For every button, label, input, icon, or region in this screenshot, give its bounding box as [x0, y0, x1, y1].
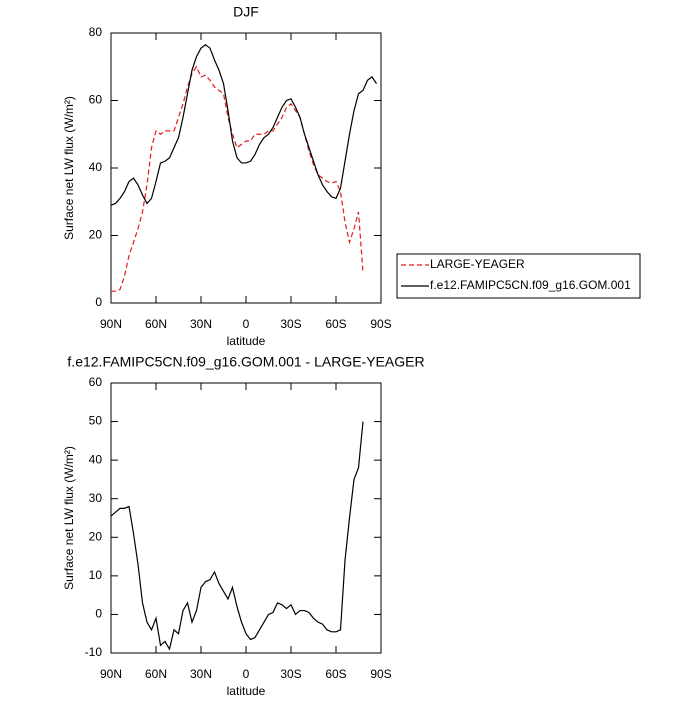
- x-tick-label: 60S: [325, 667, 346, 681]
- x-tick-label: 60N: [145, 317, 167, 331]
- chart-title: f.e12.FAMIPC5CN.f09_g16.GOM.001 - LARGE-…: [67, 354, 424, 370]
- x-tick-label: 0: [243, 317, 250, 331]
- x-tick-label: 60N: [145, 667, 167, 681]
- y-tick-label: 10: [89, 568, 103, 582]
- x-tick-label: 30N: [190, 317, 212, 331]
- x-tick-label: 30S: [280, 667, 301, 681]
- y-tick-label: 80: [89, 25, 103, 39]
- y-tick-label: 40: [89, 160, 103, 174]
- data-line: [110, 421, 364, 651]
- y-axis-label: Surface net LW flux (W/m²): [62, 96, 76, 240]
- y-tick-label: 0: [95, 607, 102, 621]
- data-line: [110, 44, 377, 206]
- x-tick-label: 90N: [100, 667, 122, 681]
- x-tick-label: 0: [243, 667, 250, 681]
- data-line: [111, 65, 364, 292]
- legend-box: [396, 253, 641, 299]
- y-tick-label: 60: [89, 375, 103, 389]
- x-tick-label: 90S: [370, 317, 391, 331]
- x-tick-label: 60S: [325, 317, 346, 331]
- y-tick-label: 30: [89, 491, 103, 505]
- plot-frame: [110, 382, 382, 654]
- plot-frame: [110, 32, 382, 304]
- x-tick-label: 90N: [100, 317, 122, 331]
- y-tick-label: 0: [95, 295, 102, 309]
- y-tick-label: 20: [89, 529, 103, 543]
- x-tick-label: 90S: [370, 667, 391, 681]
- x-axis-label: latitude: [227, 684, 266, 698]
- x-tick-label: 30N: [190, 667, 212, 681]
- chart-title: DJF: [233, 4, 259, 20]
- y-tick-label: 40: [89, 452, 103, 466]
- x-axis-label: latitude: [227, 334, 266, 348]
- y-axis-label: Surface net LW flux (W/m²): [62, 446, 76, 590]
- legend-label: LARGE-YEAGER: [430, 257, 525, 271]
- legend-label: f.e12.FAMIPC5CN.f09_g16.GOM.001: [430, 278, 631, 292]
- x-tick-label: 30S: [280, 317, 301, 331]
- y-tick-label: -10: [85, 645, 103, 659]
- y-tick-label: 60: [89, 93, 103, 107]
- y-tick-label: 20: [89, 228, 103, 242]
- y-tick-label: 50: [89, 414, 103, 428]
